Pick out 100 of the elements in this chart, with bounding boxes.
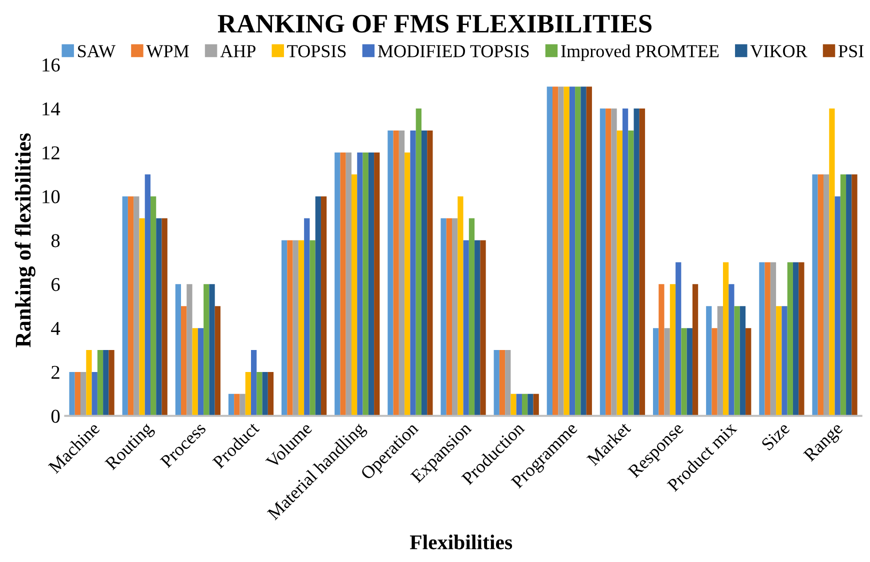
bar	[134, 196, 140, 416]
bar	[388, 130, 394, 416]
bar	[740, 306, 746, 416]
bar	[97, 350, 104, 416]
bar	[575, 86, 581, 416]
bar	[611, 108, 617, 416]
bar	[374, 152, 380, 416]
y-tick-label: 2	[52, 366, 60, 379]
bar	[852, 174, 858, 416]
bar	[362, 152, 368, 416]
bar	[564, 86, 570, 416]
bar	[840, 174, 846, 416]
bar	[292, 240, 298, 416]
bar	[474, 240, 480, 416]
bar	[139, 218, 145, 416]
bar	[712, 328, 718, 416]
bar	[580, 86, 586, 416]
bar	[546, 86, 552, 416]
bar	[268, 372, 274, 416]
bar	[452, 218, 458, 416]
bar	[782, 306, 788, 416]
bar	[304, 218, 310, 416]
bar	[616, 130, 622, 416]
bar	[421, 130, 428, 416]
bar	[245, 372, 251, 416]
legend-label: WPM	[146, 45, 189, 58]
bar	[92, 372, 98, 416]
bar	[214, 306, 220, 416]
bar	[468, 218, 475, 416]
bar	[458, 196, 464, 416]
bar	[103, 350, 109, 416]
bar	[357, 152, 363, 416]
y-tick-label: 0	[51, 410, 60, 423]
bar	[600, 108, 606, 416]
bar	[122, 196, 128, 416]
bar	[228, 394, 234, 416]
bar	[240, 394, 246, 416]
bar	[262, 372, 268, 416]
bar	[298, 240, 304, 416]
y-tick-label: 4	[51, 322, 60, 335]
bar	[722, 262, 729, 416]
bar	[192, 328, 198, 416]
bar	[69, 372, 75, 416]
bar	[446, 218, 452, 416]
bar	[310, 240, 316, 416]
bar	[463, 240, 469, 416]
bar	[516, 394, 522, 416]
bar	[818, 174, 824, 416]
bar	[150, 196, 156, 416]
y-tick-label: 8	[51, 234, 60, 248]
bar	[162, 218, 168, 416]
bar	[510, 394, 516, 416]
bar	[128, 196, 134, 416]
bar	[334, 152, 340, 416]
bar	[628, 130, 634, 416]
bar	[846, 174, 852, 416]
bar	[340, 152, 346, 416]
bar	[606, 108, 612, 416]
bar	[287, 240, 293, 416]
bar	[416, 108, 422, 416]
legend-label: AHP	[220, 45, 256, 58]
legend-label: SAW	[78, 45, 116, 58]
bar	[282, 240, 288, 416]
bar	[670, 284, 676, 416]
bar	[728, 284, 734, 416]
bar	[681, 328, 687, 416]
bar	[706, 306, 712, 416]
bar	[798, 262, 804, 416]
bar	[552, 86, 558, 416]
bar	[746, 328, 752, 416]
y-axis-title: Ranking of flexibilities	[14, 133, 36, 348]
bar	[346, 152, 352, 416]
bar	[759, 262, 765, 416]
bar	[522, 394, 528, 416]
bar	[398, 130, 405, 416]
bar	[351, 174, 358, 416]
bar	[676, 262, 682, 416]
bar	[823, 174, 830, 416]
bar	[156, 218, 162, 416]
bar	[440, 218, 446, 416]
bar	[653, 328, 659, 416]
legend-label: Improved PROMTEE	[561, 44, 719, 61]
bar	[776, 306, 782, 416]
bar	[204, 284, 210, 416]
bar	[634, 108, 640, 416]
bar	[144, 174, 150, 416]
bar	[787, 262, 793, 416]
bar	[734, 306, 740, 416]
bar	[404, 152, 410, 416]
y-tick-label: 16	[42, 58, 60, 72]
bar	[209, 284, 215, 416]
bar	[834, 196, 840, 416]
legend-label: MODIFIED TOPSIS	[378, 45, 529, 58]
bar	[315, 196, 321, 416]
bar	[234, 394, 240, 416]
x-axis-title: Flexibilities	[410, 534, 512, 550]
y-tick-label: 14	[42, 102, 60, 116]
bar	[86, 350, 92, 416]
bar	[108, 350, 114, 416]
chart-title: RANKING OF FMS FLEXIBILITIES	[218, 14, 652, 33]
